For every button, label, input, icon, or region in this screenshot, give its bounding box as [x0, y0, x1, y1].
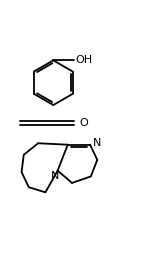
Text: N: N: [51, 171, 59, 181]
Text: O: O: [79, 118, 88, 128]
Text: N: N: [93, 138, 101, 148]
Text: OH: OH: [75, 55, 92, 65]
